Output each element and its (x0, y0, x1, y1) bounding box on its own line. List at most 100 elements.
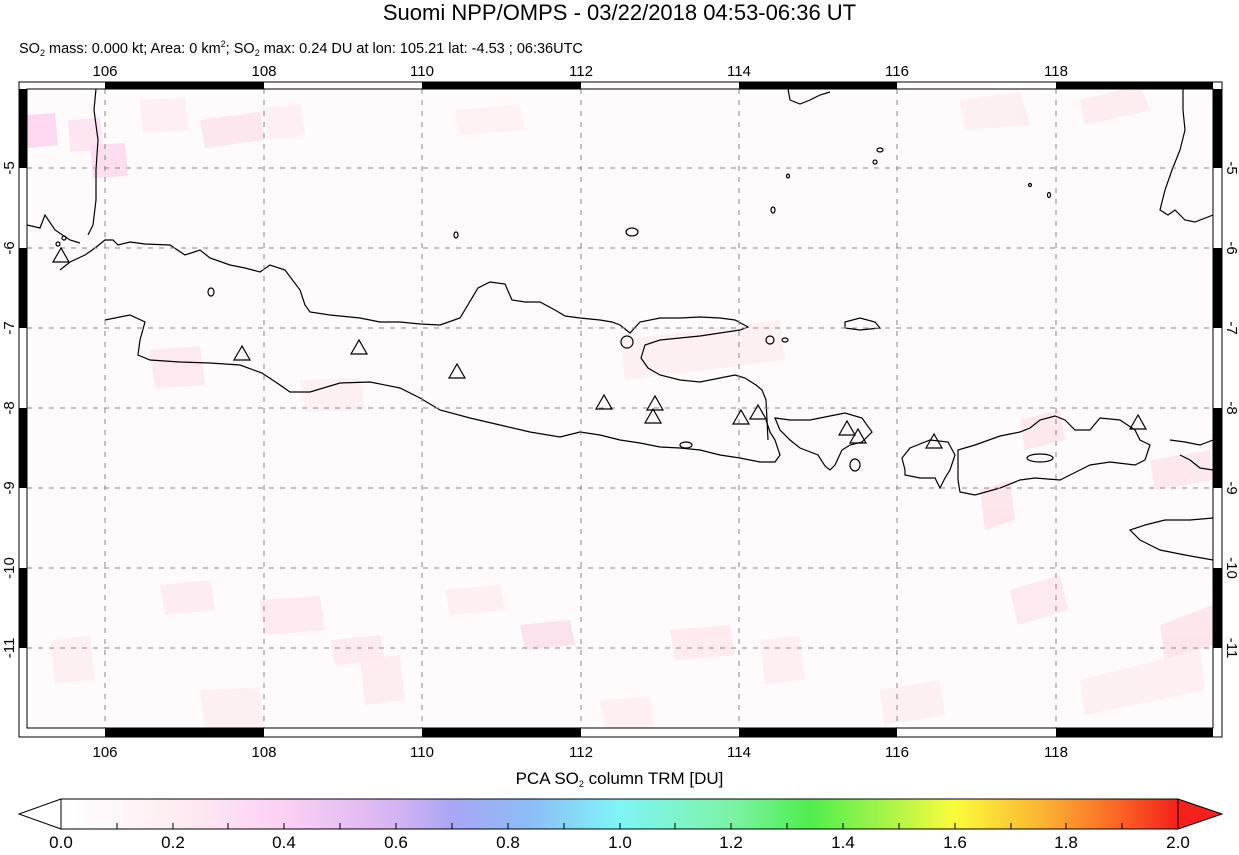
lon-tick-label: 114 (727, 744, 751, 761)
coast-sulawesi (1159, 89, 1213, 223)
triangle-icon (645, 394, 665, 411)
subtitle-sup: 2 (220, 39, 226, 49)
island (781, 337, 789, 343)
island (61, 235, 67, 241)
gridlines (27, 89, 1213, 728)
lon-tick-label: 118 (1044, 744, 1068, 761)
island (55, 241, 61, 247)
lon-tick-label: 108 (251, 744, 276, 761)
island (679, 441, 693, 449)
lon-tick-label: 112 (569, 744, 593, 761)
triangle-icon (643, 407, 663, 424)
triangle-icon (731, 408, 751, 425)
colorbar-ticks (116, 823, 1123, 829)
lat-tick-label: -5 (1, 161, 18, 174)
lat-tick-label: -6 (1223, 241, 1239, 254)
map-frame (18, 81, 1223, 738)
lat-tick-label: -8 (1223, 401, 1239, 414)
lat-tick-label: -7 (1223, 321, 1239, 334)
map-background (27, 89, 1213, 728)
triangle-icon (594, 393, 614, 410)
coast-sumatra-east (87, 89, 99, 236)
colorbar-label: 2.0 (1166, 833, 1190, 852)
colorbar-label: 1.6 (943, 833, 967, 852)
lat-tick-label: -11 (1, 638, 18, 659)
triangle-icon (924, 432, 944, 449)
lon-labels-top: 106 108 110 112 114 116 118 (92, 63, 1067, 80)
map-title: Suomi NPP/OMPS - 03/22/2018 04:53-06:36 … (382, 0, 857, 25)
lon-tick-label: 118 (1044, 63, 1068, 80)
island (876, 147, 884, 153)
lon-tick-label: 112 (569, 63, 593, 80)
colorbar-label: 0.2 (161, 833, 185, 852)
coast-sumatra-south (27, 213, 81, 244)
colorbar-min-arrow (17, 798, 62, 830)
coast-sumbawa (957, 415, 1151, 496)
colorbar-label: 1.2 (719, 833, 743, 852)
lon-tick-label: 110 (410, 744, 434, 761)
coastlines (27, 89, 1213, 561)
coast-borneo (787, 89, 831, 105)
subtitle-text: ; SO (225, 41, 255, 57)
island (207, 287, 215, 297)
colorbar-label: 0.4 (272, 833, 296, 852)
colorbar-title-sub: 2 (578, 779, 584, 789)
map-subtitle: SO2 mass: 0.000 kt; Area: 0 km2; SO2 max… (19, 35, 583, 62)
colorbar-label: 1.4 (831, 833, 855, 852)
lat-tick-label: -9 (1, 481, 18, 494)
lon-labels-bottom: 106 108 110 112 114 116 118 (92, 744, 1067, 761)
lat-tick-label: -10 (1223, 557, 1239, 579)
colorbar-label: 0.6 (384, 833, 408, 852)
colorbar-title-text: PCA SO (515, 769, 579, 788)
subtitle-sub: 2 (39, 48, 45, 58)
lat-tick-label: -10 (1, 557, 18, 579)
island (1027, 182, 1033, 188)
colorbar (17, 798, 1224, 830)
lon-tick-label: 116 (885, 63, 909, 80)
triangle-icon (837, 419, 857, 436)
colorbar-max-arrow (1177, 798, 1224, 830)
coast-java-north (59, 239, 769, 441)
colorbar-title: PCA SO2 column TRM [DU] (0, 769, 1239, 789)
triangle-icon (232, 344, 252, 361)
triangle-icon (848, 427, 868, 444)
triangle-icon (447, 362, 467, 379)
coast-bali (774, 412, 873, 471)
lon-tick-label: 114 (727, 63, 751, 80)
island (625, 227, 639, 237)
colorbar-label: 1.0 (608, 833, 632, 852)
subtitle-text: SO (19, 41, 40, 57)
island (1046, 191, 1052, 199)
colorbar-title-text: column TRM [DU] (583, 769, 724, 788)
lat-tick-label: -7 (1, 321, 18, 334)
subtitle-sub: 2 (254, 48, 260, 58)
island (872, 159, 878, 165)
island (620, 335, 634, 349)
colorbar-label: 0.0 (49, 833, 73, 852)
subtitle-max: max: 0.24 DU at lon: 105.21 lat: -4.53 ;… (259, 41, 583, 57)
island (849, 458, 861, 472)
coast-java-south (104, 314, 781, 463)
triangle-icon (51, 246, 71, 263)
triangle-icon (1128, 413, 1148, 430)
island (785, 173, 791, 179)
colorbar-label: 1.8 (1054, 833, 1078, 852)
lon-tick-label: 110 (410, 63, 434, 80)
lat-tick-label: -8 (1, 401, 18, 414)
lon-tick-label: 106 (92, 744, 117, 761)
lat-labels-left: -5 -6 -7 -8 -9 -10 -11 (1, 161, 18, 658)
lon-tick-label: 108 (251, 63, 276, 80)
lon-tick-label: 116 (885, 744, 909, 761)
triangle-icon (748, 403, 768, 420)
triangle-icon (349, 338, 369, 355)
lon-tick-label: 106 (92, 63, 117, 80)
lat-tick-label: -9 (1223, 481, 1239, 494)
coast-flores (1169, 439, 1213, 471)
island (770, 206, 776, 214)
coast-sumba (1128, 517, 1213, 561)
subtitle-mass-area: mass: 0.000 kt; Area: 0 km (44, 41, 221, 57)
lat-tick-label: -5 (1223, 161, 1239, 174)
colorbar-label: 0.8 (496, 833, 520, 852)
island (453, 231, 459, 239)
